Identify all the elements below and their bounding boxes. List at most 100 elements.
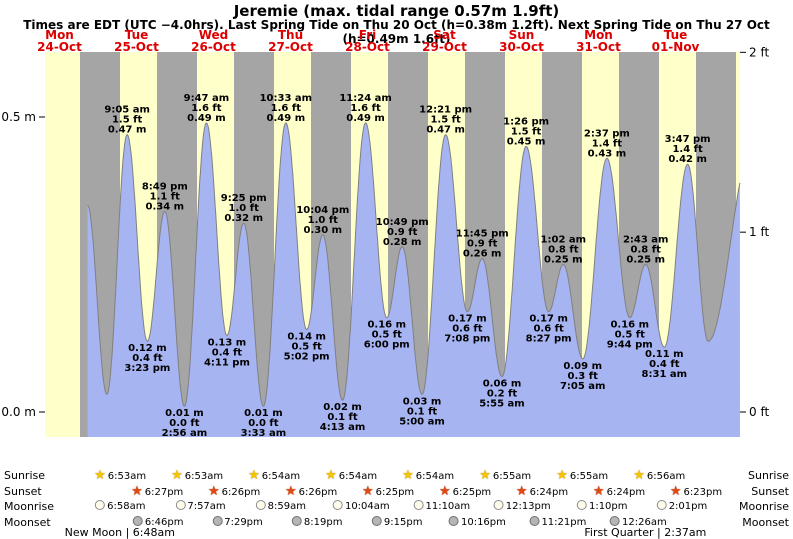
astro-entry: 6:58am xyxy=(95,500,146,513)
tide-extreme-label: 1:02 am xyxy=(541,235,587,246)
day-header-date: 26-Oct xyxy=(191,40,236,54)
moonset-icon xyxy=(529,515,540,526)
tide-curve-fill xyxy=(87,122,740,438)
astro-entry: ★ 6:26pm xyxy=(208,485,260,499)
tide-extreme-label: 0.03 m xyxy=(403,396,442,407)
day-header-date: 31-Oct xyxy=(576,40,621,54)
astro-time: 6:53am xyxy=(107,471,147,482)
astro-time: 6:54am xyxy=(415,471,455,482)
tide-extreme-label: 9:47 am xyxy=(184,93,230,104)
astro-entry: 1:10pm xyxy=(576,500,628,513)
astro-entry: 9:15pm xyxy=(371,515,422,529)
tide-extreme-label: 1.1 ft xyxy=(150,191,181,202)
moonrise-icon xyxy=(255,500,266,510)
astro-row-label: Moonrise xyxy=(739,500,789,513)
day-header-name: Sat xyxy=(433,28,456,42)
astro-entry: ★ 6:24pm xyxy=(516,485,568,499)
astro-row-label: Moonset xyxy=(742,515,789,529)
tide-extreme-label: 5:02 pm xyxy=(284,351,330,362)
day-header-name: Sun xyxy=(509,28,535,42)
tide-extreme-label: 0.6 ft xyxy=(533,324,564,335)
tide-extreme-label: 12:21 pm xyxy=(419,105,472,116)
tide-extreme-label: 0.34 m xyxy=(145,201,184,212)
tide-extreme-label: 0.5 ft xyxy=(291,341,322,352)
day-header-name: Thu xyxy=(278,28,303,42)
day-header-name: Wed xyxy=(199,28,229,42)
astro-time: 6:27pm xyxy=(144,486,184,498)
astro-row-label: Sunset xyxy=(751,484,789,498)
tide-extreme-label: 0.32 m xyxy=(224,213,263,224)
tide-extreme-label: 3:47 pm xyxy=(665,134,711,145)
moonset-icon xyxy=(132,515,143,526)
tide-extreme-label: 8:27 pm xyxy=(526,334,572,345)
tide-extreme-label: 7:05 am xyxy=(560,381,606,392)
daylight-band xyxy=(45,52,81,437)
astro-entry: ★ 6:53am xyxy=(94,469,146,483)
sunrise-icon: ★ xyxy=(94,468,106,483)
astro-time: 6:24pm xyxy=(606,486,646,498)
tide-extreme-label: 1.0 ft xyxy=(229,203,260,214)
astro-time: 8:19pm xyxy=(303,516,343,528)
moonset-icon xyxy=(610,515,621,526)
day-header-date: 27-Oct xyxy=(268,40,313,54)
sunset-icon: ★ xyxy=(285,483,297,499)
astro-time: 7:29pm xyxy=(224,516,263,528)
moonset-icon xyxy=(371,515,382,526)
astro-time: 6:23pm xyxy=(683,486,723,498)
moonrise-icon xyxy=(576,500,587,510)
astro-entry: ★ 6:53am xyxy=(171,469,223,483)
tide-extreme-label: 0.3 ft xyxy=(568,371,599,382)
astro-entry: ★ 6:25pm xyxy=(362,485,414,499)
tide-extreme-label: 0.4 ft xyxy=(132,353,163,364)
day-header-date: 25-Oct xyxy=(114,40,159,54)
tide-extreme-label: 3:33 am xyxy=(241,428,287,439)
tide-extreme-label: 1:26 pm xyxy=(503,117,549,128)
tide-extreme-label: 0.17 m xyxy=(529,314,568,325)
astro-entry: ★ 6:26pm xyxy=(285,485,337,499)
tide-extreme-label: 10:49 pm xyxy=(376,217,429,228)
astro-entry: 11:21pm xyxy=(529,515,586,529)
sunrise-icon: ★ xyxy=(633,468,645,483)
day-header-name: Tue xyxy=(125,28,149,42)
tide-extreme-label: 9:25 pm xyxy=(221,193,267,204)
tide-extreme-label: 11:45 pm xyxy=(456,229,509,240)
moonset-icon xyxy=(291,515,302,526)
sunrise-icon: ★ xyxy=(556,468,568,483)
page-subtitle: Times are EDT (UTC −4.0hrs). Last Spring… xyxy=(23,18,770,46)
astro-entry: 8:59am xyxy=(255,500,306,513)
day-header-name: Mon xyxy=(45,28,74,42)
tide-extreme-label: 0.09 m xyxy=(563,361,602,372)
sunset-icon: ★ xyxy=(669,483,682,499)
tide-extreme-label: 0.0 ft xyxy=(169,418,200,429)
right-axis-label: 2 ft xyxy=(749,45,769,59)
tide-extreme-label: 0.02 m xyxy=(323,402,362,413)
left-axis-label: 0.0 m xyxy=(1,405,36,419)
tide-extreme-label: 1.0 ft xyxy=(308,215,339,226)
tide-extreme-label: 0.9 ft xyxy=(387,227,418,238)
astro-entry: ★ 6:54am xyxy=(325,469,377,483)
astro-entry: 10:16pm xyxy=(448,515,506,529)
tide-extreme-label: 0.01 m xyxy=(244,408,283,419)
tide-extreme-label: 0.01 m xyxy=(165,408,204,419)
tide-extreme-label: 10:04 pm xyxy=(296,205,349,216)
day-header-name: Tue xyxy=(664,28,688,42)
astro-time: 11:10am xyxy=(425,501,471,512)
tide-extreme-label: 0.17 m xyxy=(448,314,487,325)
tide-curve-line xyxy=(87,122,741,407)
astro-row-label: Sunrise xyxy=(747,469,789,482)
tide-extreme-label: 0.45 m xyxy=(507,137,546,148)
tide-extreme-label: 7:08 pm xyxy=(444,334,490,345)
sunset-icon: ★ xyxy=(208,483,220,499)
tide-extreme-label: 10:33 am xyxy=(260,93,312,104)
tide-extreme-label: 1.6 ft xyxy=(350,103,381,114)
astro-entry: ★ 6:27pm xyxy=(131,485,183,499)
moon-phase-label: New Moon | 6:48am xyxy=(64,526,175,539)
astro-time: 6:26pm xyxy=(298,486,338,498)
sunset-icon: ★ xyxy=(438,483,451,499)
astro-time: 6:53am xyxy=(184,471,224,482)
tide-extreme-label: 1.5 ft xyxy=(112,115,143,126)
day-header-date: 30-Oct xyxy=(499,40,544,54)
astro-row-label: Sunrise xyxy=(4,469,46,482)
tide-extreme-label: 0.49 m xyxy=(267,113,306,124)
